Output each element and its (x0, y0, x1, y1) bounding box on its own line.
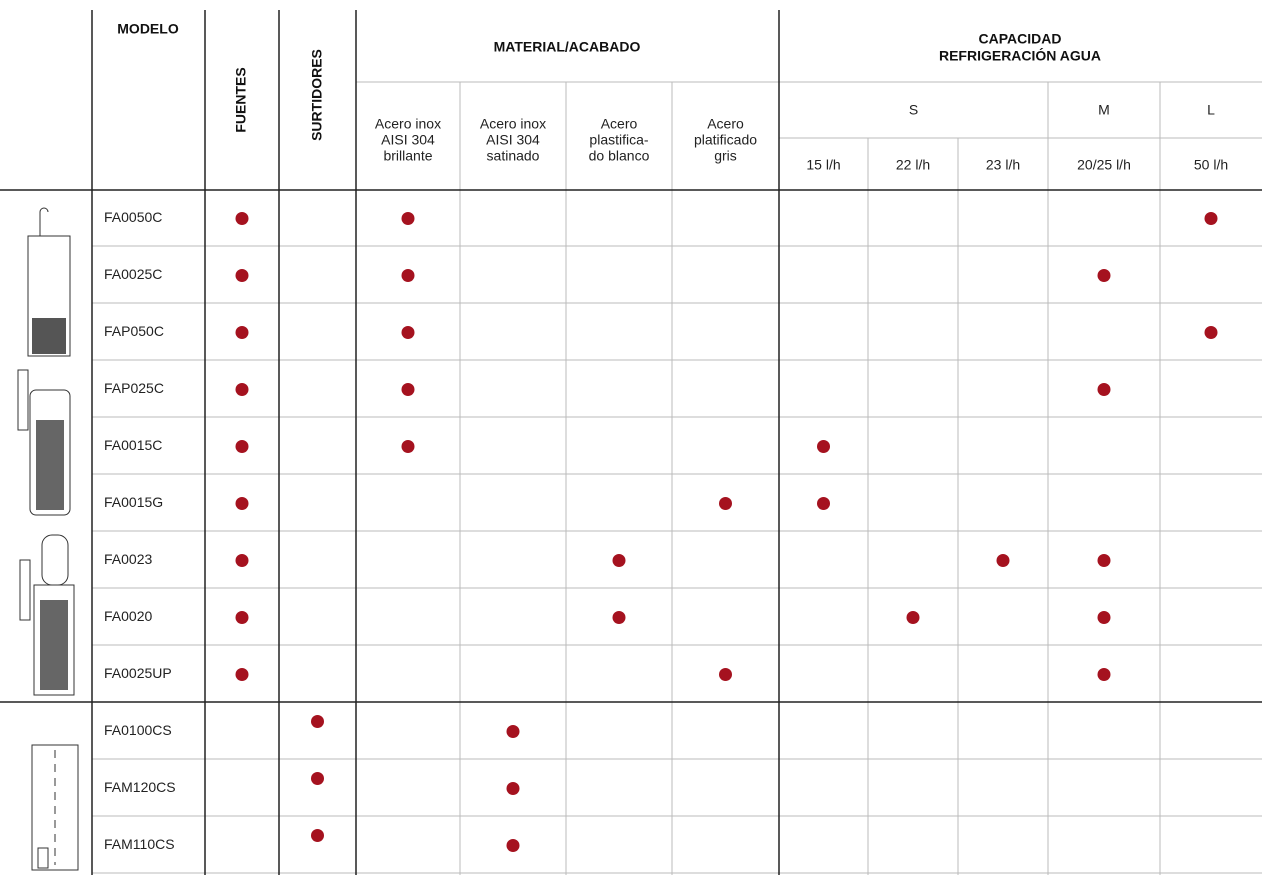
header-text: plastifica- (589, 132, 648, 148)
header-text: REFRIGERACIÓN AGUA (939, 47, 1101, 64)
dot (235, 611, 249, 624)
header-text: 15 l/h (806, 157, 840, 173)
header-text: MATERIAL/ACABADO (494, 39, 641, 55)
dot (719, 668, 732, 681)
header-text: FUENTES (233, 67, 249, 132)
dot (235, 326, 249, 339)
header-text: satinado (487, 148, 540, 164)
model-name: FAM120CS (104, 779, 176, 795)
dot (612, 554, 626, 567)
header-text: gris (714, 148, 737, 164)
dot (1204, 212, 1218, 225)
header-text: MODELO (117, 21, 179, 37)
dot (996, 554, 1010, 567)
dot (1097, 668, 1111, 681)
header-text: AISI 304 (381, 132, 435, 148)
dot (1097, 554, 1111, 567)
dot (401, 383, 415, 396)
dot (401, 212, 415, 225)
header-text: L (1207, 102, 1215, 118)
dot (235, 269, 249, 282)
header-text: Acero inox (375, 116, 441, 132)
product-images (17, 207, 79, 871)
dot (612, 611, 626, 624)
header-text: CAPACIDAD (979, 31, 1062, 47)
header-text: SURTIDORES (309, 49, 325, 141)
dot (235, 440, 249, 453)
dot (719, 497, 732, 510)
model-name: FAM110CS (104, 836, 175, 852)
header-text: 50 l/h (1194, 157, 1228, 173)
dot (311, 829, 324, 842)
dot (235, 668, 249, 681)
dot (401, 440, 415, 453)
header-text: 22 l/h (896, 157, 930, 173)
header-text: do blanco (589, 148, 650, 164)
model-name: FA0015C (104, 437, 162, 453)
dot (1204, 326, 1218, 339)
dot (506, 725, 520, 738)
dot (906, 611, 920, 624)
header-text: M (1098, 102, 1110, 118)
dot (506, 839, 520, 852)
dot (311, 715, 324, 728)
dot (1097, 611, 1111, 624)
dot (817, 497, 830, 510)
model-name: FAP050C (104, 323, 164, 339)
header-text: Acero (601, 116, 638, 132)
dot (235, 212, 249, 225)
dot (817, 440, 830, 453)
dot (235, 383, 249, 396)
model-name: FA0025UP (104, 665, 172, 681)
dot (311, 772, 324, 785)
header-text: AISI 304 (486, 132, 540, 148)
header-text: platificado (694, 132, 757, 148)
model-name: FA0025C (104, 266, 162, 282)
dot (235, 554, 249, 567)
dot (1097, 383, 1111, 396)
header-text: S (909, 102, 918, 118)
header-text: 20/25 l/h (1077, 157, 1131, 173)
model-name: FA0100CS (104, 722, 172, 738)
dot (235, 497, 249, 510)
model-name: FA0015G (104, 494, 163, 510)
model-name: FA0023 (104, 551, 152, 567)
model-name: FAP025C (104, 380, 164, 396)
dot (1097, 269, 1111, 282)
dot (401, 269, 415, 282)
model-name: FA0020 (104, 608, 152, 624)
dot (401, 326, 415, 339)
header-text: Acero inox (480, 116, 546, 132)
dot (506, 782, 520, 795)
header-text: Acero (707, 116, 744, 132)
header-text: 23 l/h (986, 157, 1020, 173)
header-text: brillante (383, 148, 432, 164)
model-name: FA0050C (104, 209, 162, 225)
